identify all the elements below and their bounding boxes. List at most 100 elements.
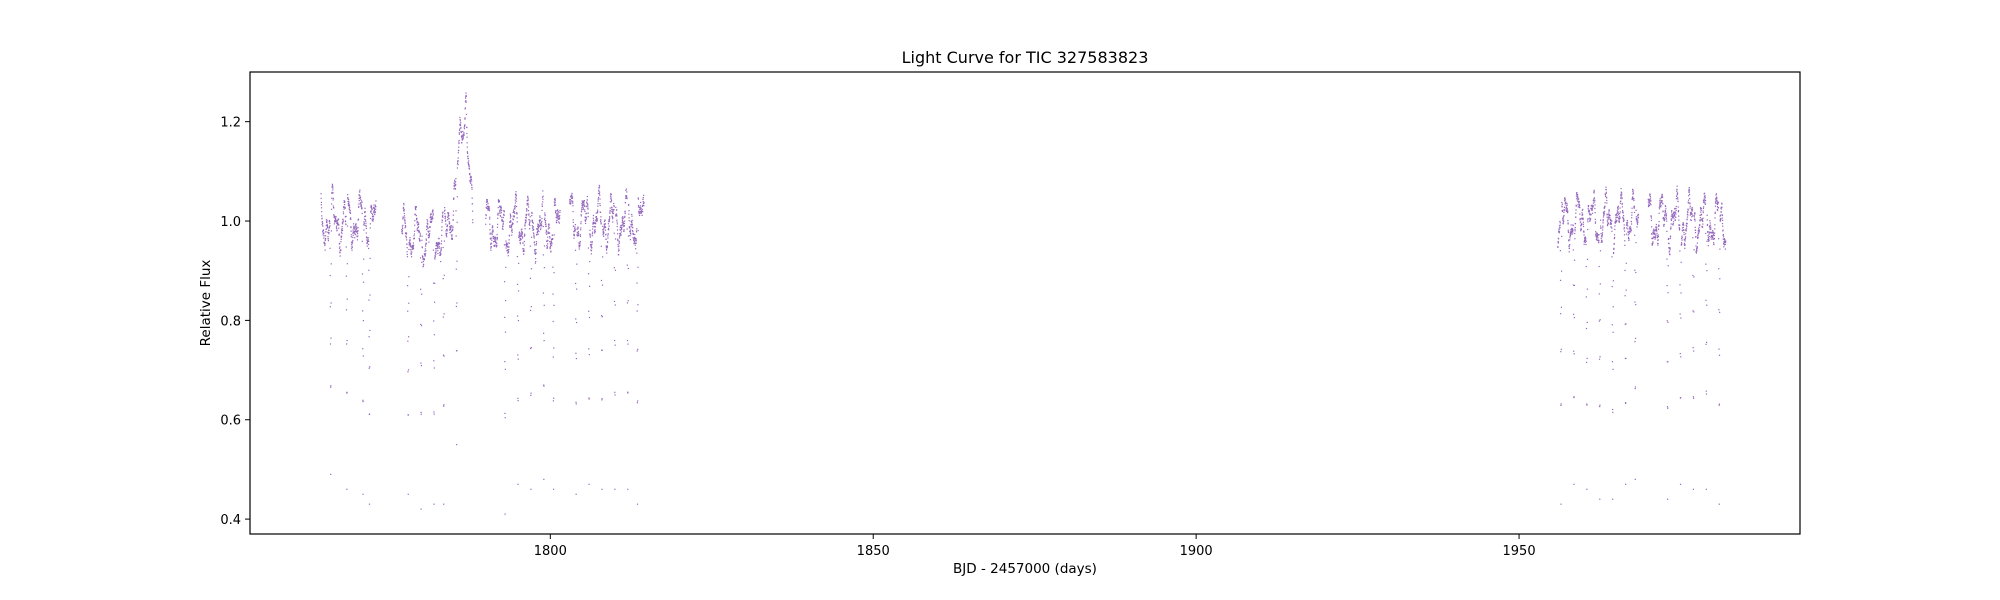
data-point	[457, 157, 459, 159]
data-point	[517, 358, 519, 360]
data-point	[585, 205, 588, 208]
data-point	[1683, 239, 1685, 241]
data-point	[633, 237, 635, 240]
data-point	[602, 256, 604, 258]
data-point	[1635, 219, 1638, 221]
data-point	[320, 204, 322, 206]
data-point	[410, 256, 413, 258]
data-point	[439, 243, 441, 245]
data-point	[1679, 313, 1681, 315]
data-point	[643, 201, 645, 204]
data-point	[1711, 231, 1713, 233]
data-point	[363, 222, 365, 224]
data-point	[1562, 218, 1564, 220]
data-point	[486, 206, 489, 208]
data-point	[607, 233, 609, 235]
data-point	[520, 229, 522, 231]
data-point	[603, 220, 606, 223]
data-point	[365, 225, 367, 227]
data-point	[331, 186, 333, 189]
data-point	[533, 241, 536, 243]
data-point	[571, 197, 573, 199]
data-point	[519, 234, 521, 236]
data-point	[441, 226, 443, 228]
data-point	[535, 244, 537, 246]
data-point	[435, 245, 437, 247]
data-point	[632, 233, 635, 236]
data-point	[468, 165, 470, 167]
data-point	[1625, 233, 1627, 235]
data-point	[374, 211, 376, 213]
data-point	[1656, 236, 1658, 238]
data-point	[578, 244, 580, 246]
data-point	[332, 185, 334, 187]
data-point	[448, 212, 450, 214]
data-point	[634, 239, 637, 241]
data-point	[1566, 209, 1568, 211]
data-point	[1706, 270, 1708, 272]
data-point	[447, 218, 449, 221]
data-point	[624, 212, 626, 215]
data-point	[628, 210, 630, 212]
data-point	[467, 155, 469, 157]
data-point	[1624, 402, 1627, 405]
data-point	[416, 230, 419, 232]
data-point	[608, 229, 610, 231]
data-point	[320, 193, 322, 195]
data-point	[515, 200, 517, 202]
data-point	[597, 205, 599, 207]
data-point	[600, 223, 602, 225]
data-point	[1705, 232, 1707, 235]
data-point	[409, 237, 411, 239]
data-point	[588, 483, 590, 485]
data-point	[1623, 218, 1625, 220]
data-point	[505, 299, 507, 302]
data-point	[1694, 213, 1696, 215]
data-point	[518, 233, 521, 235]
data-point	[553, 347, 555, 349]
data-point	[542, 201, 544, 203]
data-point	[1707, 230, 1709, 233]
data-point	[350, 236, 352, 238]
data-point	[411, 247, 413, 249]
data-point	[414, 224, 416, 226]
data-point	[622, 223, 624, 225]
data-point	[586, 201, 588, 203]
data-point	[553, 271, 555, 274]
data-point	[508, 248, 510, 251]
data-point	[549, 247, 551, 249]
data-point	[1627, 234, 1629, 236]
data-point	[359, 189, 361, 191]
data-point	[599, 203, 601, 205]
data-point	[1651, 238, 1653, 240]
data-point	[570, 202, 572, 205]
data-point	[631, 221, 633, 224]
data-point	[544, 221, 546, 224]
data-point	[511, 234, 513, 236]
data-point	[1649, 201, 1651, 203]
data-point	[346, 391, 348, 393]
data-point	[349, 211, 351, 213]
data-point	[469, 181, 471, 183]
data-point	[345, 309, 348, 311]
data-point	[489, 216, 491, 218]
data-point	[590, 253, 592, 255]
data-point	[503, 244, 506, 246]
data-point	[461, 136, 463, 138]
data-point	[347, 203, 349, 205]
data-point	[619, 226, 621, 229]
data-point	[1648, 198, 1650, 200]
data-point	[1714, 217, 1716, 219]
data-point	[552, 238, 554, 240]
data-point	[1722, 219, 1724, 221]
data-point	[539, 215, 541, 217]
data-point	[548, 232, 551, 234]
data-point	[597, 198, 599, 200]
data-point	[584, 216, 586, 218]
data-point	[617, 238, 619, 240]
data-point	[516, 256, 518, 258]
data-point	[548, 227, 551, 229]
data-point	[1623, 220, 1625, 222]
data-point	[355, 230, 358, 232]
data-point	[1592, 206, 1594, 208]
